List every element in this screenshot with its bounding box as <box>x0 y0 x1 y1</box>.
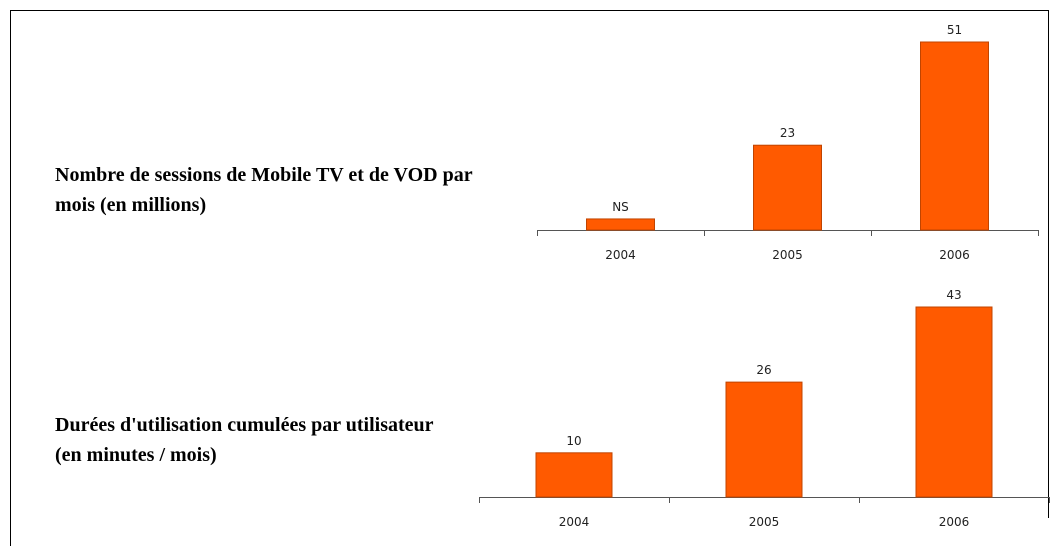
x-tick-label: 2004 <box>605 248 636 262</box>
bar <box>586 218 655 231</box>
data-label: 10 <box>566 434 581 448</box>
bar <box>753 144 822 231</box>
chart-title: Durées d'utilisation cumulées par utilis… <box>55 414 434 466</box>
x-tick-label: 2005 <box>772 248 803 262</box>
x-tick-label: 2005 <box>749 515 780 529</box>
data-label: 26 <box>756 363 771 377</box>
data-label: 43 <box>946 288 961 302</box>
x-tick-label: 2004 <box>559 515 590 529</box>
bar <box>725 381 803 498</box>
data-label: 51 <box>947 23 962 37</box>
bar <box>915 306 993 498</box>
chart-title: Nombre de sessions de Mobile TV et de VO… <box>55 164 473 216</box>
bar <box>920 41 989 231</box>
x-tick-label: 2006 <box>939 515 970 529</box>
data-label: 23 <box>780 126 795 140</box>
x-tick-label: 2006 <box>939 248 970 262</box>
bar <box>535 452 613 498</box>
data-label: NS <box>612 200 629 214</box>
